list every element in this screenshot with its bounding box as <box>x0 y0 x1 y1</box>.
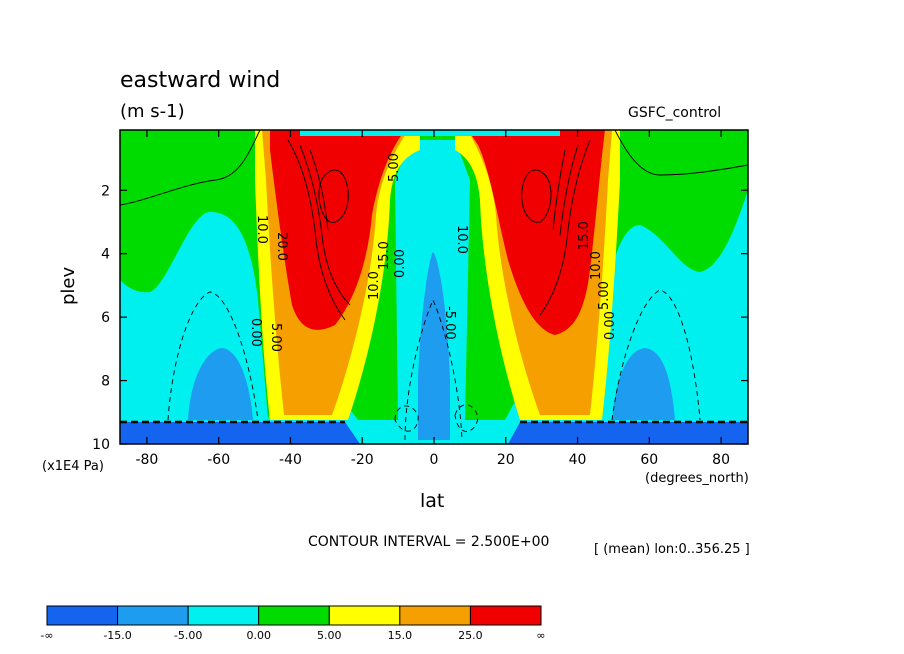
colorbar-label: 25.0 <box>458 629 483 642</box>
field-red-sh <box>270 130 405 330</box>
field-tropical-blue <box>418 252 450 440</box>
x-tick-label: 60 <box>640 452 658 468</box>
x-tick-label: 20 <box>497 452 515 468</box>
filled-contours <box>120 130 748 444</box>
colorbar-label: 0.00 <box>246 629 271 642</box>
contour-label: 0.00 <box>248 318 263 347</box>
contour-label: -5.00 <box>442 306 457 340</box>
x-tick-label: 80 <box>712 452 730 468</box>
contour-label: 10.0 <box>589 251 604 280</box>
chart-title: eastward wind <box>120 68 281 93</box>
field-surface-nh <box>508 422 748 444</box>
y-tick-label: 6 <box>101 310 110 326</box>
colorbar-label: -∞ <box>40 629 53 642</box>
colorbar: -∞ -15.0 -5.00 0.00 5.00 15.0 25.0 ∞ <box>40 605 546 642</box>
field-red-nh <box>468 130 605 335</box>
colorbar-swatch <box>46 605 119 626</box>
y-tick-label: 2 <box>101 183 110 199</box>
colorbar-swatch <box>399 605 471 626</box>
run-name: GSFC_control <box>628 105 722 121</box>
contour-label: 20.0 <box>274 232 289 261</box>
x-tick-label: -60 <box>207 452 230 468</box>
colorbar-swatch <box>469 605 542 626</box>
y-tick-label: 8 <box>101 374 110 390</box>
x-tick-label: 0 <box>430 452 439 468</box>
colorbar-label: 15.0 <box>388 629 413 642</box>
negative-contours <box>167 289 701 441</box>
colorbar-swatch <box>328 605 401 626</box>
field-blue-nh <box>612 348 675 420</box>
contour-label: 10.0 <box>454 225 469 254</box>
colorbar-label: ∞ <box>536 629 545 642</box>
field-surface-sh <box>120 422 360 444</box>
y-tick-label: 10 <box>92 437 110 453</box>
x-axis-label: lat <box>420 490 445 512</box>
chart-units: (m s-1) <box>120 101 185 122</box>
x-tick-label: -80 <box>135 452 158 468</box>
contour-label: 15.0 <box>377 241 392 270</box>
y-axis-unit: (x1E4 Pa) <box>42 459 104 474</box>
x-axis-unit: (degrees_north) <box>645 471 749 486</box>
contour-interval: CONTOUR INTERVAL = 2.500E+00 <box>308 534 550 550</box>
x-tick-label: -20 <box>351 452 374 468</box>
colorbar-label: -5.00 <box>174 629 202 642</box>
field-blue-sh <box>188 348 253 420</box>
contour-label: 5.00 <box>268 323 283 352</box>
colorbar-swatch <box>117 605 189 626</box>
field-top-band <box>300 130 560 136</box>
x-tick-label: -40 <box>279 452 302 468</box>
y-ticks: 2 4 6 8 10 <box>92 183 748 453</box>
contour-label: 0.00 <box>603 311 618 340</box>
colorbar-label: -15.0 <box>103 629 131 642</box>
y-tick-label: 4 <box>101 247 110 263</box>
contour-label: 10.0 <box>254 215 269 244</box>
colorbar-swatch <box>187 605 260 626</box>
mean-note: [ (mean) lon:0..356.25 ] <box>594 542 750 557</box>
x-tick-label: 40 <box>569 452 587 468</box>
colorbar-swatch <box>258 605 330 626</box>
colorbar-label: 5.00 <box>317 629 342 642</box>
contour-lines <box>120 130 748 321</box>
contour-label: 5.00 <box>387 153 402 182</box>
contour-label-group: 10.0 5.00 0.00 -5.00 0.00 5.00 15.0 10.0… <box>248 153 618 352</box>
contour-label: 5.00 <box>597 281 612 310</box>
contour-label: 10.0 <box>367 271 382 300</box>
contour-label: 0.00 <box>393 249 408 278</box>
contour-label: 15.0 <box>577 221 592 250</box>
x-ticks: -80 -60 -40 -20 0 20 40 60 80 <box>135 130 730 468</box>
